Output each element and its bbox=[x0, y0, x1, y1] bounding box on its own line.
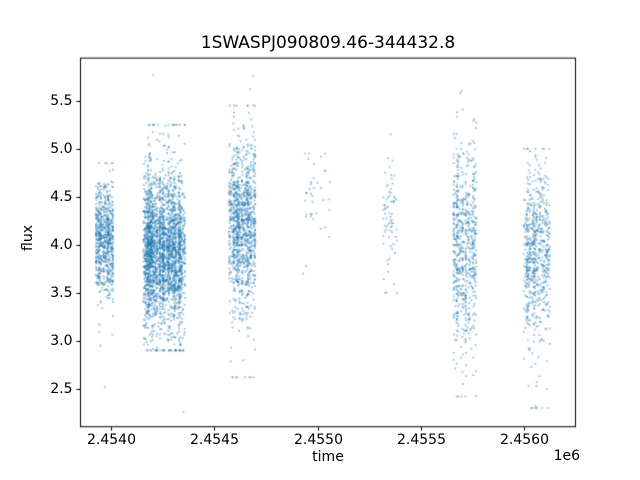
y-tick-label: 4.5 bbox=[50, 188, 73, 205]
y-tick-label: 4.0 bbox=[50, 236, 73, 253]
x-tick-label: 2.4540 bbox=[87, 432, 136, 449]
x-axis-offset-text: 1e6 bbox=[553, 448, 580, 464]
x-tick-label: 2.4550 bbox=[294, 432, 343, 449]
x-tick-label: 2.4545 bbox=[190, 432, 239, 449]
y-tick-label: 3.0 bbox=[50, 332, 73, 349]
y-tick-label: 2.5 bbox=[50, 380, 73, 397]
x-axis-label: time bbox=[312, 449, 344, 465]
chart-title: 1SWASPJ090809.46-344432.8 bbox=[200, 33, 456, 53]
x-tick-label: 2.4555 bbox=[397, 432, 446, 449]
x-tick-label: 2.4560 bbox=[500, 432, 549, 449]
y-tick-label: 3.5 bbox=[50, 284, 73, 301]
y-tick-label: 5.5 bbox=[50, 92, 73, 109]
y-tick-label: 5.0 bbox=[50, 140, 73, 157]
